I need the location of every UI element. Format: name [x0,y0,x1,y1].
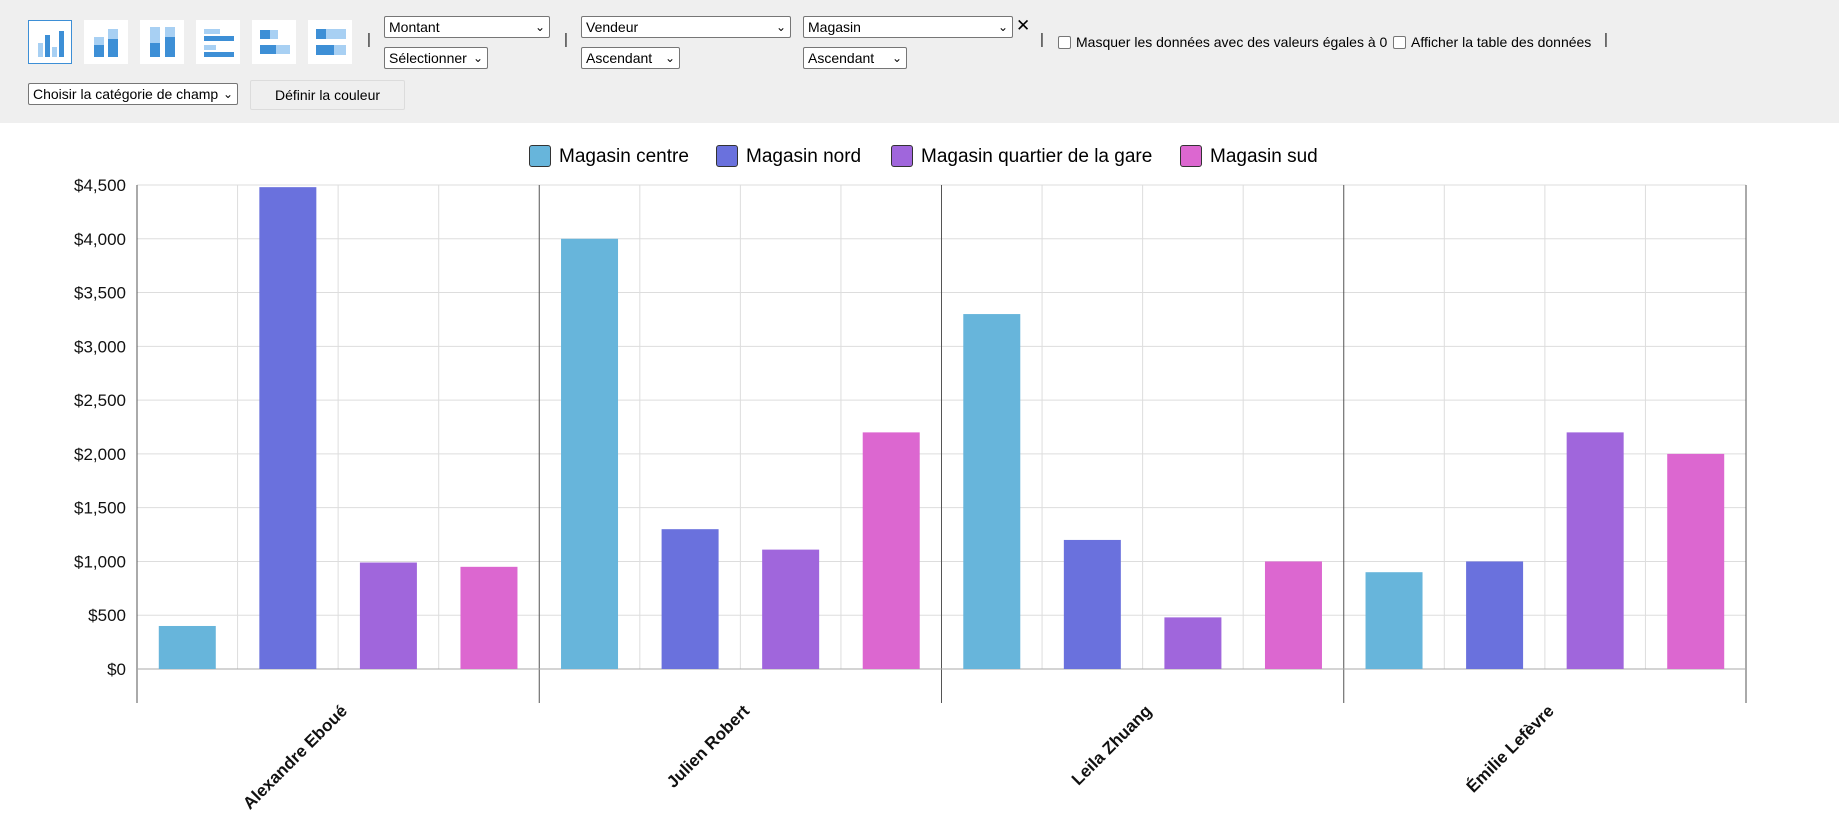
column-field-select[interactable]: Magasin ⌄ [803,16,1013,38]
field-category-select[interactable]: Choisir la catégorie de champ ⌄ [28,83,238,105]
y-tick-label: $2,000 [74,445,126,464]
chevron-down-icon: ⌄ [891,51,902,65]
chevron-down-icon: ⌄ [997,20,1008,34]
set-color-button[interactable]: Définir la couleur [250,80,405,110]
aggregation-select-value: Sélectionner [389,50,467,66]
row-field-select[interactable]: Vendeur ⌄ [581,16,791,38]
legend-label: Magasin centre [559,146,689,167]
legend-label: Magasin quartier de la gare [921,146,1153,167]
column-field-select-value: Magasin [808,19,861,35]
horizontal-stacked-100-bar-icon [316,29,346,55]
legend-swatch [529,145,551,167]
legend-swatch [716,145,738,167]
toolbar-separator: | [1604,31,1608,48]
y-tick-label: $500 [88,606,126,625]
stacked-100-bar-icon [150,27,175,57]
stacked-100-bar-chart-button[interactable] [140,20,184,64]
x-category-label: Émilie Lefèvre [1463,701,1558,796]
y-tick-label: $1,000 [74,552,126,571]
bar [561,238,619,669]
toolbar-separator: | [564,31,568,48]
grouped-bar-icon [38,31,64,57]
chevron-down-icon: ⌄ [534,20,545,34]
y-tick-label: $1,500 [74,499,126,518]
bar [158,625,216,669]
hide-zero-checkbox[interactable] [1058,36,1071,49]
column-sort-select-value: Ascendant [808,50,875,66]
bar [1566,432,1624,669]
grouped-bar-chart-button[interactable] [28,20,72,64]
bar [1264,561,1322,669]
aggregation-select[interactable]: Sélectionner ⌄ [384,47,488,69]
y-tick-label: $4,500 [74,176,126,195]
stacked-bar-chart-button[interactable] [84,20,128,64]
y-tick-label: $0 [107,660,126,679]
bar [762,549,820,669]
legend-swatch [891,145,913,167]
row-sort-select-value: Ascendant [586,50,653,66]
bar [1667,453,1725,669]
row-field-select-value: Vendeur [586,19,639,35]
hide-zero-label: Masquer les données avec des valeurs éga… [1076,34,1388,50]
bar [1164,617,1222,669]
row-sort-select[interactable]: Ascendant ⌄ [581,47,680,69]
horizontal-stacked-bar-chart-button[interactable] [252,20,296,64]
bar [359,562,417,669]
chart-toolbar: | Montant ⌄ Sélectionner ⌄ | Vendeur ⌄ A… [0,0,1839,123]
legend-swatch [1180,145,1202,167]
value-field-select-value: Montant [389,19,440,35]
legend-label: Magasin nord [746,146,862,167]
legend-label: Magasin sud [1210,146,1318,167]
bar [1063,539,1121,669]
y-tick-label: $4,000 [74,230,126,249]
y-tick-label: $2,500 [74,391,126,410]
bar [963,314,1021,669]
x-category-label: Alexandre Eboué [239,701,351,813]
horizontal-bar-chart-button[interactable] [196,20,240,64]
field-category-select-value: Choisir la catégorie de champ [33,86,219,102]
bar [1365,572,1423,669]
bar [862,432,920,669]
bar [460,566,518,669]
chevron-down-icon: ⌄ [472,51,483,65]
horizontal-bar-icon [204,29,234,57]
bar [259,187,317,669]
show-table-checkbox[interactable] [1393,36,1406,49]
chevron-down-icon: ⌄ [775,20,786,34]
chart-legend: Magasin centre Magasin nord Magasin quar… [0,145,1839,169]
x-category-label: Julien Robert [663,701,753,791]
toolbar-separator: | [1040,31,1044,48]
remove-column-field-icon[interactable]: ✕ [1016,16,1031,35]
toolbar-separator: | [367,31,371,48]
y-tick-label: $3,000 [74,337,126,356]
value-field-select[interactable]: Montant ⌄ [384,16,550,38]
horizontal-stacked-100-bar-chart-button[interactable] [308,20,352,64]
horizontal-stacked-bar-icon [260,30,290,54]
bar [1466,561,1524,669]
chevron-down-icon: ⌄ [664,51,675,65]
column-sort-select[interactable]: Ascendant ⌄ [803,47,907,69]
x-category-label: Leila Zhuang [1068,701,1156,789]
chevron-down-icon: ⌄ [222,87,233,101]
stacked-bar-icon [94,29,118,57]
bar [661,529,719,669]
y-tick-label: $3,500 [74,284,126,303]
show-table-label: Afficher la table des données [1411,34,1592,50]
